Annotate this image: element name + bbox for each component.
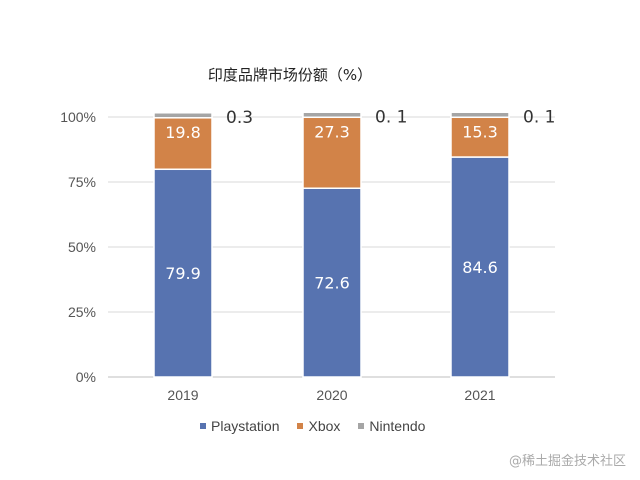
data-label: 27.3 [314,122,350,141]
data-label: 0.3 [226,108,253,128]
legend-swatch [358,423,365,429]
legend-label: Nintendo [369,418,426,434]
bar-segment-nintendo [153,112,213,119]
y-tick-label: 100% [60,109,96,125]
legend-item-xbox: Xbox [297,418,340,434]
y-tick-label: 0% [76,369,96,385]
x-tick-label: 2020 [316,387,347,403]
data-label: 0. 1 [375,107,407,127]
watermark: @稀土掘金技术社区 [508,454,626,469]
data-label: 19.8 [165,123,201,142]
data-label: 0. 1 [523,107,555,127]
data-label: 15.3 [462,122,498,141]
bar-segment-playstation [450,156,510,378]
legend: Playstation Xbox Nintendo [200,418,425,434]
chart-title: 印度品牌市场份额（%） [207,66,373,84]
legend-label: Xbox [308,418,341,434]
legend-item-playstation: Playstation [200,418,279,434]
legend-swatch [200,423,206,429]
y-tick-label: 25% [68,304,96,320]
legend-swatch [297,423,304,429]
y-tick-label: 75% [68,174,96,190]
bar-segment-nintendo [302,111,362,119]
data-label: 79.9 [165,264,201,283]
bar-segment-playstation [153,168,213,378]
bar-segment-nintendo [450,111,510,119]
data-label: 72.6 [314,274,350,293]
bar-segment-playstation [302,187,362,378]
bar-segment-xbox [153,117,213,171]
bar-segment-xbox [450,116,510,158]
x-tick-label: 2021 [464,387,495,403]
legend-item-nintendo: Nintendo [358,418,425,434]
bar-segment-xbox [302,116,362,189]
legend-label: Playstation [211,418,280,434]
y-tick-label: 50% [68,239,96,255]
data-label: 84.6 [462,258,498,277]
x-tick-label: 2019 [167,387,198,403]
